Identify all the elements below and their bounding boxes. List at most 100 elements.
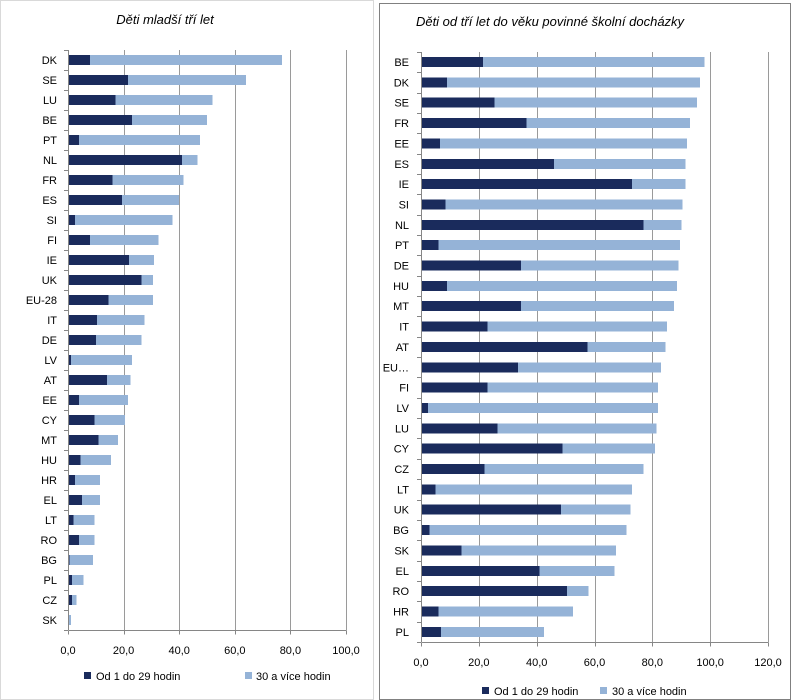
chart-2-bar-el-series-2 [539,565,615,576]
chart-1-bar-lv-series-1 [68,355,71,365]
chart-1-category-label-pl: PL [44,575,57,587]
chart-2-bar-pl-series-1 [421,626,442,637]
chart-1-bar-se-series-1 [68,75,128,85]
chart-2-bar-cz-series-1 [421,464,485,474]
chart-1-bar-hr-series-2 [74,475,100,485]
chart-2-x-tick-label-0: 0,0 [413,657,428,669]
chart-1-category-label-ie: IE [47,255,57,267]
chart-1-bar-it-series-1 [68,315,98,325]
plot-area: 0,0 20,0 40,0 60,0 80,0 100,0 DK SE LU BE PT NL FR ES… [26,50,360,657]
chart-2-bar-be-series-1 [421,57,484,67]
chart-2-bar-fi-series-2 [487,382,659,393]
chart-2-bar-be-series-2 [483,57,705,67]
chart-1-bar-sk-series-2 [68,615,71,625]
chart-1-category-label-uk: UK [42,275,58,287]
chart-1-bar-cy-series-2 [94,415,125,425]
chart-1-bar-ie-series-2 [129,255,155,265]
chart-1-bar-ro-series-2 [79,535,95,545]
chart-2-bar-hr-series-2 [438,606,573,617]
chart-2-bar-cy-series-2 [562,443,656,454]
chart-2-bar-si-series-2 [445,199,683,210]
chart-2-bar-eu-series-1 [421,362,518,373]
legend-label-series-2: 30 a více hodin [256,671,331,683]
chart-2-bar-fi-series-1 [421,382,488,393]
chart-2-category-label-si: SI [399,199,409,211]
chart-1-category-label-se: SE [42,75,57,87]
chart-2-bar-mt-series-1 [421,301,521,312]
legend: Od 1 do 29 hodin 30 a více hodin [84,671,331,683]
chart-2-category-label-bg: BG [393,525,409,537]
chart-1-category-label-bg: BG [41,555,57,567]
chart-2-category-label-hr: HR [393,606,409,618]
chart-2-bar-hu-series-2 [447,280,677,291]
chart-1-category-label-ro: RO [41,535,58,547]
legend-swatch-series-1 [482,687,489,694]
chart-1-category-label-mt: MT [41,435,57,447]
chart-1-bar-ro-series-1 [68,535,80,545]
chart-1-bar-cz-series-1 [68,595,73,605]
chart-1-bar-lt-series-2 [73,515,95,525]
chart-2-bar-nl-series-2 [643,219,682,230]
chart-1-bar-es-series-2 [122,195,180,205]
chart-2-bar-uk-series-2 [561,504,631,515]
chart-1-bar-fi-series-2 [90,235,159,245]
chart-1-bar-si-series-2 [74,215,173,225]
chart-2-bar-mt-series-2 [520,301,675,312]
chart-1-bar-dk-series-2 [90,55,283,65]
chart-1-bar-pl-series-1 [68,575,73,585]
chart-1-bar-el-series-1 [68,495,82,505]
legend-swatch-series-2 [600,687,607,694]
chart-2-bar-ie-series-2 [632,179,686,190]
chart-2-category-label-se: SE [394,98,409,110]
chart-2-bar-lv-series-1 [421,402,429,413]
chart-2-category-label-it: IT [399,322,409,334]
chart-2-x-tick-label-5: 100,0 [696,657,724,669]
chart-2-category-label-de: DE [394,261,409,273]
chart-1-bar-eu-28-series-1 [68,295,109,305]
chart-2-bar-dk-series-2 [447,77,701,88]
legend-label-series-2: 30 a více hodin [612,686,687,698]
chart-2-category-label-fr: FR [394,118,409,130]
chart-2-bar-pt-series-2 [438,240,680,251]
chart-1-bar-uk-series-2 [141,275,153,285]
chart-2-bar-sk-series-2 [461,545,617,556]
chart-1-bar-ee-series-2 [79,395,128,405]
chart-2-category-label-at: AT [396,342,410,354]
chart-2-bar-ee-series-1 [421,138,440,149]
chart-1-category-label-si: SI [47,215,57,227]
chart-1-category-label-be: BE [42,115,57,127]
chart-1-category-label-cy: CY [42,415,58,427]
chart-2-bar-nl-series-1 [421,219,644,230]
legend-label-series-1: Od 1 do 29 hodin [494,686,578,698]
chart-1-x-tick-label-2: 40,0 [168,645,189,657]
chart-2-category-label-hu: HU [393,281,409,293]
chart-panel-under-three: Děti mladší tří let 0,0 20,0 40,0 60,0 80,0 1… [0,0,374,700]
chart-under-three: Děti mladší tří let 0,0 20,0 40,0 60,0 80,0 1… [26,12,360,683]
chart-1-bar-ie-series-1 [68,255,130,265]
chart-2-category-label-cz: CZ [394,464,409,476]
chart-1-category-label-ee: EE [42,395,57,407]
chart-2-bar-de-series-1 [421,260,521,271]
chart-2-bar-bg-series-1 [421,525,430,536]
chart-1-bar-de-series-1 [68,335,96,345]
chart-2-bar-cy-series-1 [421,443,563,454]
chart-2-category-label-uk: UK [394,505,410,517]
chart-2-category-label-be: BE [394,57,409,69]
chart-2-category-label-ee: EE [394,138,409,150]
chart-2-bar-eu-series-2 [517,362,662,373]
chart-2-category-label-ro: RO [393,586,410,598]
chart-2-category-label-es: ES [394,159,409,171]
chart-1-bar-eu-28-series-2 [108,295,153,305]
chart-2-category-label-lv: LV [396,403,409,415]
chart-2-category-label-pl: PL [396,627,409,639]
chart-1-bar-si-series-1 [68,215,75,225]
chart-2-bar-si-series-1 [421,199,446,210]
chart-2-category-label-mt: MT [393,301,409,313]
chart-2-category-label-fi: FI [399,383,409,395]
chart-three-to-school-age: Děti od tří let do věku povinné školní d… [383,14,782,698]
chart-2-bar-fr-series-2 [526,118,690,129]
chart-1-x-tick-label-3: 60,0 [224,645,245,657]
chart-1-bar-be-series-2 [131,115,207,125]
chart-2-x-tick-label-4: 80,0 [642,657,663,669]
chart-1-category-label-es: ES [42,195,57,207]
